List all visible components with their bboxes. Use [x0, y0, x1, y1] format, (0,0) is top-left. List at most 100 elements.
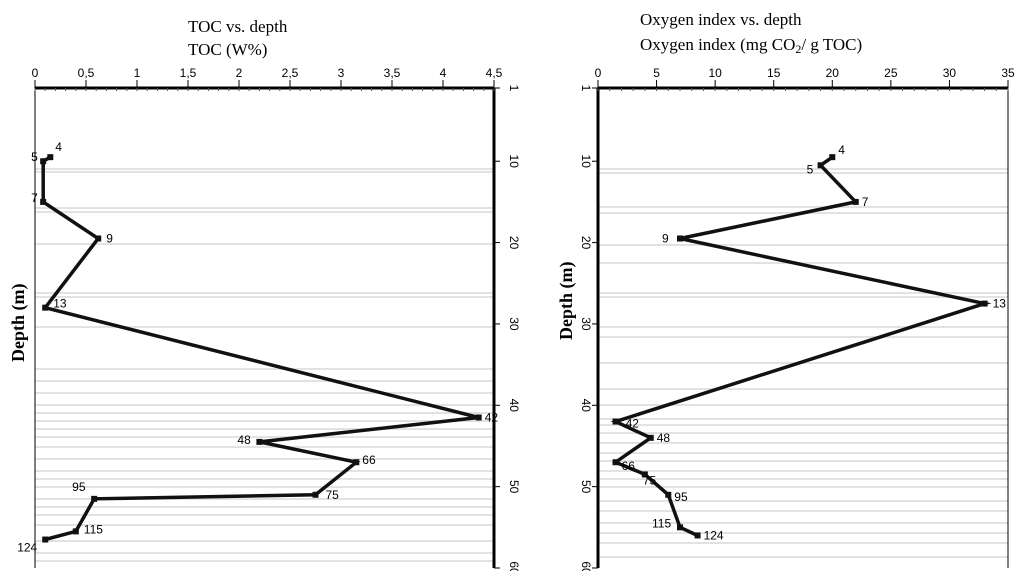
oxygen-title: Oxygen index vs. depth	[640, 10, 802, 29]
grid-stripe	[598, 452, 1008, 454]
x-tick-label: 30	[943, 66, 957, 80]
toc-panel: TOC vs. depth TOC (W%) Depth (m) 0 0,5 1 1,…	[8, 17, 521, 571]
data-point	[817, 162, 824, 169]
data-point	[40, 198, 47, 205]
y-tick-label: 40	[507, 399, 521, 413]
grid-stripe	[598, 326, 1008, 328]
toc-xlabel: TOC (W%)	[188, 40, 267, 59]
grid-stripe	[35, 498, 494, 500]
data-point-label: 42	[626, 417, 640, 431]
grid-stripe	[598, 478, 1008, 480]
x-tick-label: 35	[1001, 66, 1015, 80]
y-tick-label: 1	[579, 85, 593, 92]
data-point-label: 75	[643, 473, 657, 487]
grid-stripe	[35, 171, 494, 173]
grid-stripe	[35, 380, 494, 382]
grid-stripe	[598, 460, 1008, 462]
y-tick-label: 20	[579, 236, 593, 250]
grid-stripe	[598, 522, 1008, 524]
data-point-label: 48	[237, 433, 251, 447]
grid-stripe	[598, 388, 1008, 390]
data-point	[91, 495, 98, 502]
y-tick-label: 30	[579, 317, 593, 331]
grid-stripe	[598, 336, 1008, 338]
data-point	[612, 418, 619, 425]
data-point	[42, 304, 49, 311]
data-point-label: 5	[31, 150, 38, 164]
y-tick-label: 20	[507, 236, 521, 250]
data-point-label: 75	[326, 488, 340, 502]
x-tick-label: 1	[134, 66, 141, 80]
oxygen-y-ticks: 1 10 20 30 40 50 60	[579, 85, 598, 571]
grid-stripe	[598, 424, 1008, 426]
grid-stripe	[35, 368, 494, 370]
grid-stripe	[598, 418, 1008, 420]
x-tick-label: 0	[595, 66, 602, 80]
grid-stripe	[598, 470, 1008, 472]
data-point	[256, 438, 263, 445]
data-point-label: 13	[993, 297, 1007, 311]
y-tick-label: 40	[579, 399, 593, 413]
grid-stripe	[598, 556, 1008, 558]
grid-stripe	[35, 506, 494, 508]
x-tick-label: 4	[440, 66, 447, 80]
grid-stripe	[598, 542, 1008, 544]
data-point-label: 48	[657, 431, 671, 445]
data-point-label: 66	[622, 459, 636, 473]
data-point	[42, 536, 49, 543]
x-tick-label: 20	[826, 66, 840, 80]
x-tick-label: 1,5	[180, 66, 197, 80]
data-point-label: 95	[72, 480, 86, 494]
data-point-label: 124	[704, 528, 724, 542]
grid-stripe	[35, 552, 494, 554]
grid-stripe	[35, 292, 494, 294]
grid-stripe	[35, 168, 494, 170]
data-point-label: 124	[17, 541, 37, 555]
grid-stripe	[35, 412, 494, 414]
x-tick-label: 4,5	[486, 66, 503, 80]
data-point-label: 66	[362, 453, 376, 467]
grid-stripe	[598, 532, 1008, 534]
x-tick-label: 10	[708, 66, 722, 80]
grid-stripe	[598, 206, 1008, 208]
toc-series: 4 5 7 9 13 42 48 66 75 95 115 124	[17, 140, 498, 554]
data-point-label: 9	[662, 232, 669, 246]
grid-stripe	[598, 500, 1008, 502]
grid-stripe	[35, 478, 494, 480]
x-tick-label: 5	[653, 66, 660, 80]
data-point-label: 7	[862, 195, 869, 209]
data-point-label: 7	[31, 191, 38, 205]
grid-stripe	[35, 514, 494, 516]
grid-stripe	[598, 168, 1008, 170]
data-point	[677, 235, 683, 242]
grid-stripe	[35, 524, 494, 526]
oxygen-ylabel: Depth (m)	[556, 262, 577, 341]
grid-stripe	[35, 404, 494, 406]
data-point	[72, 528, 79, 535]
y-tick-label: 10	[579, 155, 593, 169]
data-point-label: 115	[652, 516, 671, 530]
toc-title: TOC vs. depth	[188, 17, 288, 36]
toc-ylabel: Depth (m)	[8, 284, 29, 363]
grid-stripe	[35, 436, 494, 438]
grid-stripe	[35, 428, 494, 430]
grid-stripe	[35, 458, 494, 460]
oxygen-x-ticks: 0 5 10 15 20 25 30 35	[595, 66, 1015, 91]
data-point-label: 42	[485, 410, 499, 424]
x-tick-label: 2,5	[282, 66, 299, 80]
x-tick-label: 25	[884, 66, 898, 80]
y-tick-label: 30	[507, 317, 521, 331]
data-point-label: 13	[53, 297, 67, 311]
series-line	[41, 155, 480, 542]
data-point-label: 5	[807, 162, 814, 176]
y-tick-label: 60	[579, 561, 593, 571]
data-point	[665, 491, 672, 498]
oxygen-panel: Oxygen index vs. depth Oxygen index (mg …	[556, 10, 1015, 571]
grid-stripe	[35, 392, 494, 394]
data-point	[981, 300, 988, 307]
data-point-label: 9	[106, 232, 113, 246]
grid-stripe	[598, 172, 1008, 174]
x-tick-label: 3	[338, 66, 345, 80]
